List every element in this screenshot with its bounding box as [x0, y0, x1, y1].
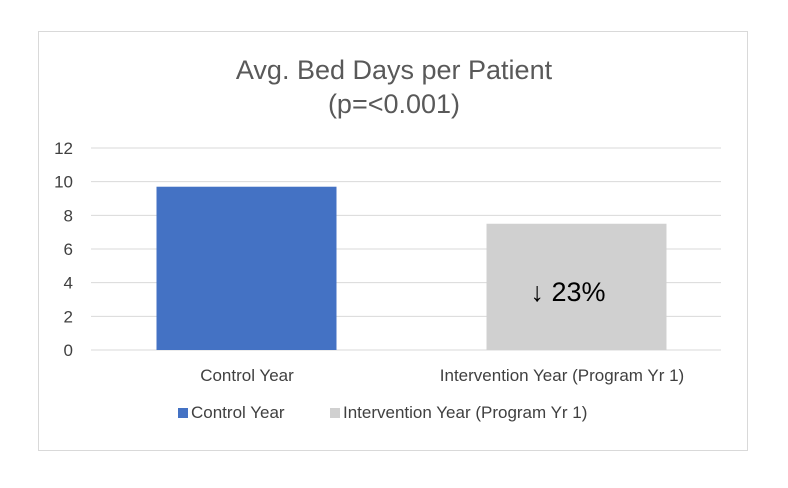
annotations: ↓ 23% — [530, 277, 605, 307]
x-category-label: Intervention Year (Program Yr 1) — [440, 366, 684, 385]
y-tick-label: 10 — [54, 173, 73, 192]
legend-entry: Control Year — [191, 403, 285, 422]
bar-intervention-year — [486, 223, 667, 350]
x-category-label: Control Year — [200, 366, 294, 385]
chart-subtitle: (p=<0.001) — [327, 89, 461, 119]
bar-control-year — [156, 186, 337, 350]
bars — [156, 186, 667, 350]
y-tick-label: 8 — [64, 206, 73, 225]
legend: Control Year Intervention Year (Program Y… — [178, 403, 587, 422]
x-axis-categories: Control Year Intervention Year (Program Y… — [200, 366, 684, 385]
legend-swatch — [178, 408, 188, 418]
y-tick-label: 0 — [64, 341, 73, 360]
chart-title: Avg. Bed Days per Patient — [235, 55, 553, 85]
legend-entry: Intervention Year (Program Yr 1) — [343, 403, 587, 422]
y-tick-label: 2 — [64, 307, 73, 326]
y-tick-label: 6 — [64, 240, 73, 259]
y-axis-ticks: 0 2 4 6 8 10 12 — [54, 139, 73, 360]
reduction-annotation: ↓ 23% — [530, 277, 605, 307]
y-tick-label: 12 — [54, 139, 73, 158]
y-tick-label: 4 — [64, 274, 73, 293]
legend-swatch — [330, 408, 340, 418]
